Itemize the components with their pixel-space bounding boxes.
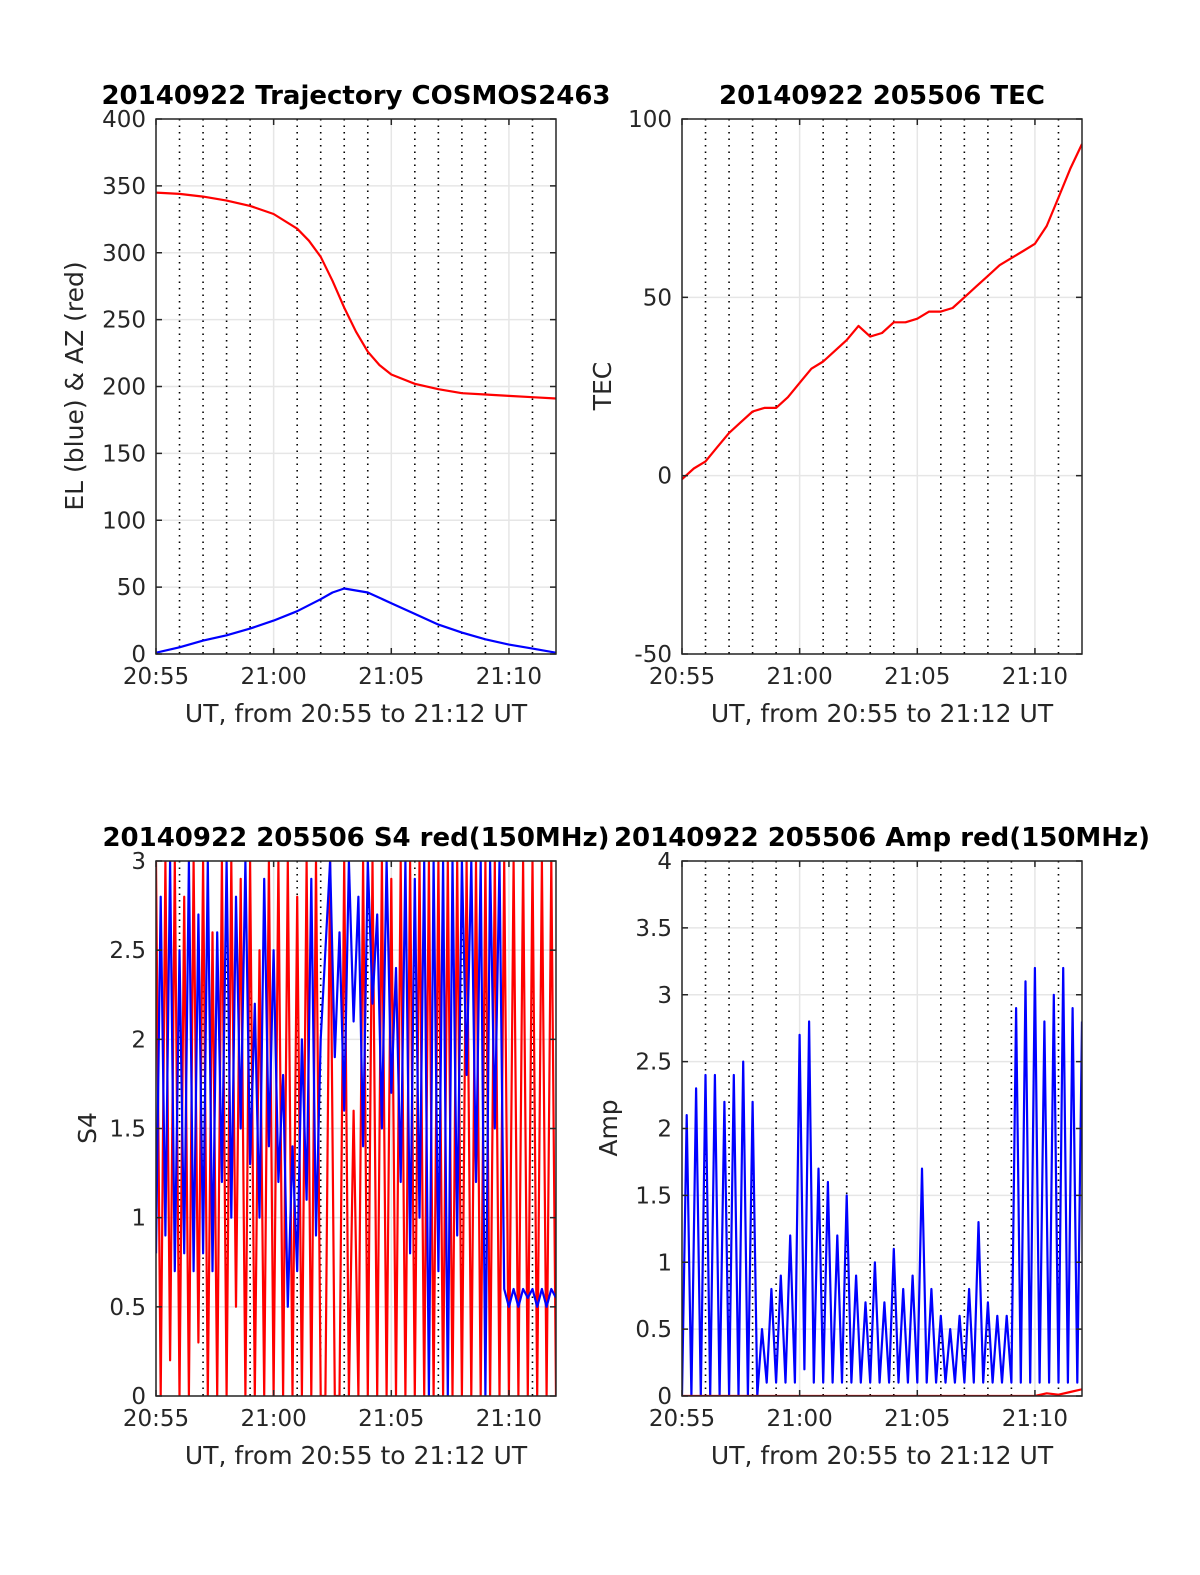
amp-xtick-label: 21:05 (884, 1406, 950, 1432)
tec-xtick-label: 21:00 (766, 664, 832, 690)
trajectory-ytick-label: 100 (102, 508, 146, 534)
amp-ytick-label: 0 (657, 1384, 672, 1410)
trajectory-xtick-label: 20:55 (123, 664, 189, 690)
amp-ylabel: Amp (594, 1099, 623, 1156)
s4-xtick-label: 21:05 (358, 1406, 424, 1432)
tec-plot-frame (681, 118, 1083, 655)
amp-ytick-label: 3 (657, 983, 672, 1009)
amp-ytick-label: 1 (657, 1250, 672, 1276)
trajectory-ytick-label: 0 (131, 642, 146, 668)
s4-xtick-label: 21:00 (240, 1406, 306, 1432)
trajectory-ylabel: EL (blue) & AZ (red) (60, 261, 89, 510)
amp-xlabel: UT, from 20:55 to 21:12 UT (711, 1441, 1054, 1470)
tec-ytick-label: 0 (657, 464, 672, 490)
s4-ytick-label: 1.5 (109, 1117, 146, 1143)
amp-xtick-label: 20:55 (649, 1406, 715, 1432)
amp-ytick-label: 0.5 (635, 1317, 672, 1343)
trajectory-ytick-label: 400 (102, 107, 146, 133)
tec-ytick-label: 100 (628, 107, 672, 133)
s4-xtick-label: 20:55 (123, 1406, 189, 1432)
tec-xlabel: UT, from 20:55 to 21:12 UT (711, 699, 1054, 728)
tec-xtick-label: 20:55 (649, 664, 715, 690)
s4-ytick-label: 2.5 (109, 938, 146, 964)
s4-series-red-line (156, 861, 556, 1396)
trajectory-series-red-line (156, 191, 556, 400)
trajectory-xtick-label: 21:05 (358, 664, 424, 690)
trajectory-ytick-label: 50 (117, 575, 146, 601)
amp-ytick-label: 1.5 (635, 1183, 672, 1209)
s4-ylabel: S4 (73, 1112, 102, 1144)
amp-xtick-label: 21:10 (1002, 1406, 1068, 1432)
amp-ytick-label: 2 (657, 1117, 672, 1143)
trajectory-panel: 20140922 Trajectory COSMOS2463 20:55 21:0… (60, 81, 611, 728)
amp-ytick-label: 3.5 (635, 916, 672, 942)
tec-panel: 20140922 205506 TEC 20:55 21:00 21:05 21:10… (588, 81, 1083, 728)
trajectory-ytick-label: 350 (102, 174, 146, 200)
trajectory-ytick-label: 150 (102, 441, 146, 467)
tec-ytick-label: 50 (643, 285, 672, 311)
tec-series-red-line (682, 143, 1082, 481)
tec-ylabel: TEC (588, 362, 617, 412)
s4-panel: 20140922 205506 S4 red(150MHz) 20:55 21:0… (73, 823, 610, 1470)
amp-series-blue-line (682, 966, 1082, 1396)
s4-ytick-label: 1 (131, 1206, 146, 1232)
s4-ytick-label: 2 (131, 1027, 146, 1053)
amp-title: 20140922 205506 Amp red(150MHz) (614, 823, 1150, 853)
tec-ytick-label: -50 (634, 642, 672, 668)
trajectory-xlabel: UT, from 20:55 to 21:12 UT (185, 699, 528, 728)
s4-series-blue-line (156, 861, 556, 1396)
trajectory-series-blue-line (156, 587, 556, 654)
trajectory-ytick-label: 250 (102, 308, 146, 334)
s4-ytick-label: 0 (131, 1384, 146, 1410)
s4-ytick-label: 0.5 (109, 1295, 146, 1321)
s4-ytick-label: 3 (131, 849, 146, 875)
s4-xlabel: UT, from 20:55 to 21:12 UT (185, 1441, 528, 1470)
tec-title: 20140922 205506 TEC (719, 81, 1045, 111)
trajectory-xtick-label: 21:00 (240, 664, 306, 690)
trajectory-ytick-label: 300 (102, 241, 146, 267)
tec-xtick-label: 21:05 (884, 664, 950, 690)
amp-ytick-label: 2.5 (635, 1050, 672, 1076)
amp-xtick-label: 21:00 (766, 1406, 832, 1432)
amp-ytick-label: 4 (657, 849, 672, 875)
amp-panel: 20140922 205506 Amp red(150MHz) 20:55 21:… (594, 823, 1150, 1470)
s4-title: 20140922 205506 S4 red(150MHz) (102, 823, 609, 853)
tec-xtick-label: 21:10 (1002, 664, 1068, 690)
s4-xtick-label: 21:10 (476, 1406, 542, 1432)
trajectory-ytick-label: 200 (102, 375, 146, 401)
trajectory-xtick-label: 21:10 (476, 664, 542, 690)
amp-series-red-line (682, 1388, 1082, 1396)
trajectory-title: 20140922 Trajectory COSMOS2463 (101, 81, 610, 111)
